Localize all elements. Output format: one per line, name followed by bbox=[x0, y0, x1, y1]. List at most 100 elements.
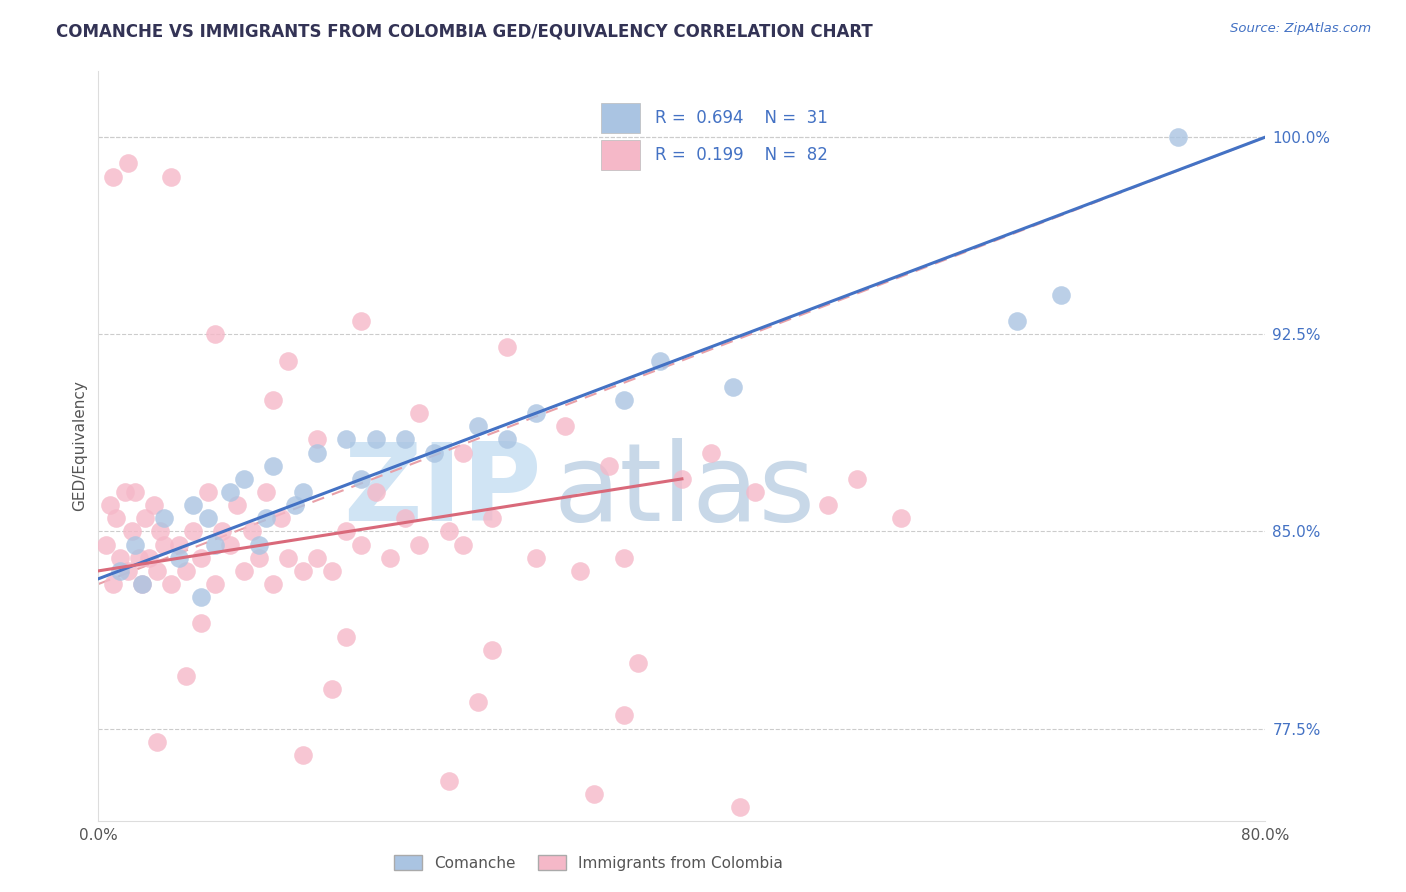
Y-axis label: GED/Equivalency: GED/Equivalency bbox=[72, 381, 87, 511]
Point bbox=[613, 708, 636, 723]
Point bbox=[481, 511, 503, 525]
Point bbox=[364, 433, 387, 447]
Point bbox=[181, 498, 204, 512]
Point bbox=[277, 550, 299, 565]
Point bbox=[1050, 288, 1073, 302]
Point bbox=[307, 433, 329, 447]
Point bbox=[451, 538, 474, 552]
Text: atlas: atlas bbox=[554, 438, 815, 544]
Point bbox=[233, 472, 256, 486]
Point bbox=[481, 642, 503, 657]
Point bbox=[350, 314, 373, 328]
Point bbox=[117, 564, 139, 578]
Point bbox=[218, 538, 240, 552]
Point bbox=[134, 511, 156, 525]
Point bbox=[744, 485, 766, 500]
Point bbox=[613, 550, 636, 565]
Point bbox=[437, 774, 460, 789]
Point bbox=[124, 485, 146, 500]
Point bbox=[218, 485, 240, 500]
Point bbox=[467, 419, 489, 434]
Point bbox=[350, 472, 373, 486]
Point bbox=[496, 433, 519, 447]
Point bbox=[153, 538, 176, 552]
Point bbox=[174, 564, 197, 578]
Point bbox=[167, 550, 190, 565]
Point bbox=[335, 630, 357, 644]
Point bbox=[101, 577, 124, 591]
Point bbox=[350, 538, 373, 552]
Point bbox=[149, 524, 172, 539]
Point bbox=[190, 550, 212, 565]
Point bbox=[181, 524, 204, 539]
Text: ZIP: ZIP bbox=[343, 438, 541, 544]
Point bbox=[167, 538, 190, 552]
Point bbox=[146, 735, 169, 749]
Point bbox=[671, 472, 693, 486]
Point bbox=[247, 538, 270, 552]
Point bbox=[131, 577, 153, 591]
Point bbox=[263, 392, 285, 407]
Point bbox=[247, 550, 270, 565]
Point bbox=[817, 498, 839, 512]
Point bbox=[846, 472, 869, 486]
Text: Source: ZipAtlas.com: Source: ZipAtlas.com bbox=[1230, 22, 1371, 36]
Point bbox=[131, 577, 153, 591]
Point bbox=[394, 511, 416, 525]
Point bbox=[554, 419, 576, 434]
Point bbox=[380, 550, 402, 565]
Point bbox=[160, 577, 183, 591]
Point bbox=[307, 550, 329, 565]
Point bbox=[124, 538, 146, 552]
Point bbox=[890, 511, 912, 525]
Point bbox=[321, 564, 343, 578]
Point bbox=[254, 485, 277, 500]
Point bbox=[291, 747, 314, 762]
Point bbox=[190, 590, 212, 604]
Point bbox=[627, 656, 650, 670]
Legend: Comanche, Immigrants from Colombia: Comanche, Immigrants from Colombia bbox=[388, 848, 789, 877]
Point bbox=[101, 169, 124, 184]
Point bbox=[583, 788, 606, 802]
Point bbox=[174, 669, 197, 683]
Point bbox=[408, 406, 430, 420]
Point bbox=[496, 340, 519, 354]
Point bbox=[321, 682, 343, 697]
Point bbox=[204, 577, 226, 591]
Point bbox=[335, 433, 357, 447]
Point bbox=[408, 538, 430, 552]
Point bbox=[568, 564, 591, 578]
Point bbox=[128, 550, 150, 565]
Point bbox=[1007, 314, 1029, 328]
Point bbox=[142, 498, 165, 512]
Point bbox=[160, 169, 183, 184]
Point bbox=[307, 445, 329, 459]
Point bbox=[211, 524, 233, 539]
Point bbox=[451, 445, 474, 459]
Text: COMANCHE VS IMMIGRANTS FROM COLOMBIA GED/EQUIVALENCY CORRELATION CHART: COMANCHE VS IMMIGRANTS FROM COLOMBIA GED… bbox=[56, 22, 873, 40]
Point bbox=[204, 327, 226, 342]
Point bbox=[598, 458, 620, 473]
Point bbox=[263, 577, 285, 591]
Point bbox=[204, 538, 226, 552]
Point bbox=[467, 695, 489, 709]
Point bbox=[270, 511, 292, 525]
Point bbox=[700, 445, 723, 459]
Point bbox=[146, 564, 169, 578]
Point bbox=[233, 564, 256, 578]
Point bbox=[104, 511, 127, 525]
Point bbox=[335, 524, 357, 539]
Point bbox=[613, 392, 636, 407]
Point bbox=[284, 498, 307, 512]
Point bbox=[291, 564, 314, 578]
Point bbox=[110, 564, 132, 578]
Point bbox=[721, 380, 744, 394]
Point bbox=[240, 524, 263, 539]
Point bbox=[364, 485, 387, 500]
Point bbox=[423, 445, 446, 459]
Point bbox=[291, 485, 314, 500]
Point bbox=[94, 538, 117, 552]
Point bbox=[226, 498, 249, 512]
Point bbox=[1167, 130, 1189, 145]
Point bbox=[197, 511, 219, 525]
